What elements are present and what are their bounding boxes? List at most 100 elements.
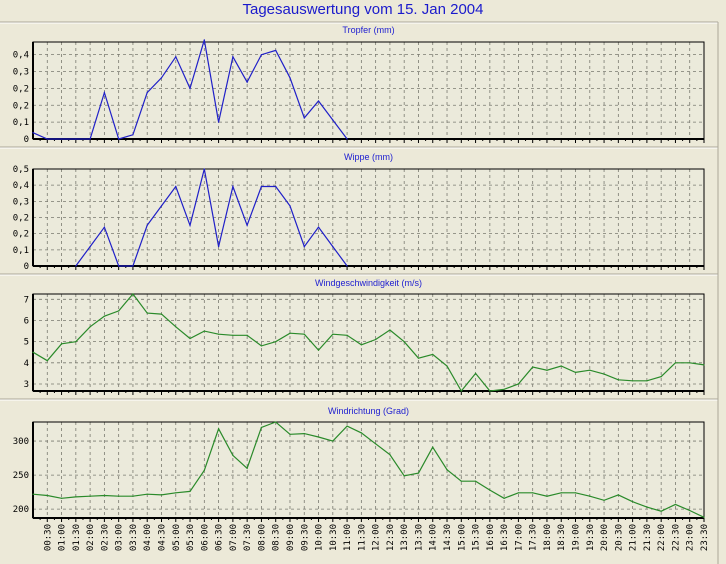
data-point	[146, 224, 148, 226]
x-tick-label: 10:00	[315, 524, 325, 551]
data-point	[118, 138, 120, 140]
y-tick-label: 4	[24, 359, 29, 369]
x-tick-label: 01:00	[58, 524, 68, 551]
chart-1: Wippe (mm) 0 0,1 0,2 0,2 0,3 0,4 0,5	[13, 152, 705, 272]
x-tick-label: 07:00	[229, 524, 239, 551]
data-point	[32, 493, 34, 495]
data-point	[503, 388, 505, 390]
y-tick-label: 0,2	[13, 230, 29, 240]
chart-0: Tropfer (mm) 0 0,1 0,2 0,2 0,3 0,4	[13, 25, 705, 145]
data-point	[60, 497, 63, 499]
data-point	[217, 246, 220, 248]
x-tick-label: 11:30	[357, 524, 367, 551]
data-point	[460, 390, 462, 392]
x-tick-label: 23:30	[700, 524, 710, 551]
data-point	[432, 353, 434, 355]
data-point	[289, 332, 291, 334]
chart-title: Windrichtung (Grad)	[328, 406, 409, 416]
x-tick-label: 04:00	[143, 524, 153, 551]
data-point	[603, 499, 605, 501]
data-point	[332, 333, 334, 335]
data-point	[432, 446, 434, 448]
x-tick-label: 21:00	[629, 524, 639, 551]
chart-2: Windgeschwindigkeit (m/s) 3 4 5 6 7	[24, 278, 705, 395]
data-point	[617, 379, 619, 381]
data-point	[346, 265, 348, 267]
data-point	[232, 185, 234, 188]
data-point	[232, 454, 234, 456]
x-tick-label: 10:30	[329, 524, 339, 551]
chart-title: Tropfer (mm)	[342, 25, 394, 35]
x-tick-label: 22:00	[657, 524, 667, 551]
data-point	[517, 492, 520, 494]
x-tick-label: 14:30	[443, 524, 453, 551]
data-point	[103, 315, 105, 317]
data-point	[132, 134, 134, 136]
data-point	[617, 494, 619, 496]
data-point	[146, 92, 148, 94]
y-tick-label: 7	[24, 295, 29, 305]
x-tick-label: 14:00	[429, 524, 439, 551]
y-tick-label: 0	[24, 135, 29, 145]
data-point	[32, 132, 34, 134]
data-point	[189, 490, 191, 493]
data-point	[317, 436, 320, 438]
data-point	[360, 432, 362, 434]
data-point	[232, 334, 234, 336]
data-point	[389, 329, 391, 331]
data-point	[589, 495, 591, 497]
y-tick-label: 200	[13, 505, 29, 515]
data-point	[189, 224, 191, 226]
x-tick-label: 16:30	[500, 524, 510, 551]
data-point	[546, 369, 548, 371]
x-tick-label: 23:00	[686, 524, 696, 551]
data-point	[474, 480, 477, 482]
data-point	[532, 366, 534, 368]
x-tick-label: 21:30	[643, 524, 653, 551]
data-point	[60, 343, 63, 345]
data-point	[289, 433, 291, 435]
data-point	[203, 469, 205, 471]
data-point	[403, 341, 405, 343]
x-tick-label: 11:00	[343, 524, 353, 551]
y-tick-label: 250	[13, 471, 29, 481]
data-point	[232, 56, 234, 58]
data-point	[175, 326, 177, 328]
data-point	[674, 503, 677, 505]
data-point	[632, 380, 634, 382]
data-point	[246, 467, 248, 469]
x-tick-label: 16:00	[486, 524, 496, 551]
data-point	[75, 341, 77, 343]
data-point	[660, 510, 662, 512]
data-point	[517, 383, 520, 385]
y-tick-label: 0	[24, 262, 29, 272]
data-point	[175, 492, 177, 494]
data-point	[489, 489, 491, 491]
data-point	[118, 495, 120, 497]
x-tick-label: 17:30	[529, 524, 539, 551]
data-point	[246, 224, 248, 226]
data-point	[303, 117, 305, 119]
data-point	[160, 313, 163, 315]
data-point	[260, 426, 263, 429]
data-point	[560, 492, 562, 494]
data-point	[189, 87, 191, 89]
data-point	[118, 310, 120, 312]
x-tick-label: 08:00	[257, 524, 267, 551]
chart-3: Windrichtung (Grad) 200 250 300	[13, 406, 705, 522]
data-point	[203, 39, 205, 41]
data-point	[89, 138, 91, 140]
x-tick-label: 03:30	[129, 524, 139, 551]
data-point	[132, 293, 134, 295]
data-point	[260, 185, 263, 188]
data-point	[460, 480, 462, 482]
y-tick-label: 6	[24, 316, 29, 326]
data-point	[132, 495, 134, 497]
data-point	[146, 312, 148, 314]
data-point	[446, 365, 448, 367]
data-point	[275, 185, 277, 188]
series-line	[32, 293, 705, 393]
data-point	[503, 497, 505, 499]
x-tick-label: 03:00	[115, 524, 125, 551]
